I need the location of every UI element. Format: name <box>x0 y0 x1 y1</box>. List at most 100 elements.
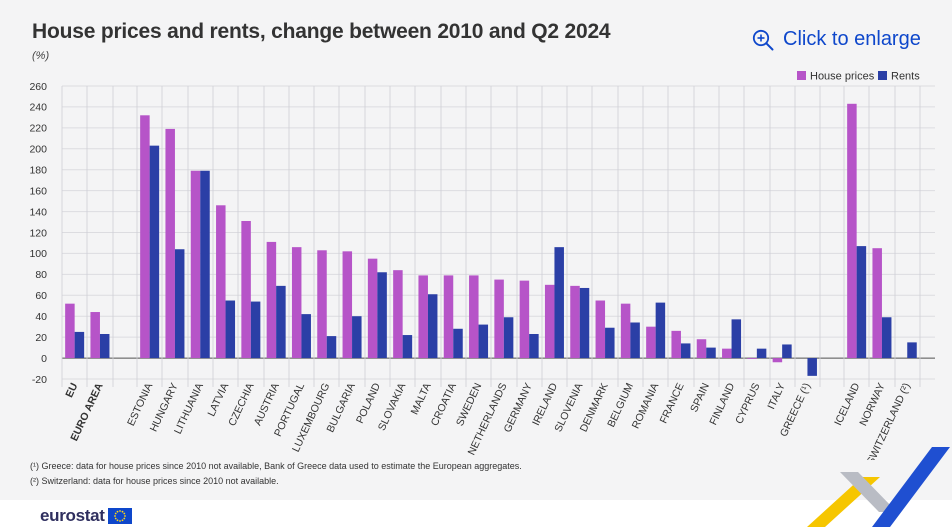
bar-house-prices-cyprus <box>747 358 757 359</box>
bar-house-prices-malta <box>418 275 428 359</box>
bar-house-prices-luxembourg <box>317 250 327 359</box>
legend-swatch-house-prices <box>797 71 806 80</box>
bar-house-prices-denmark <box>595 300 606 359</box>
decorative-corner-shape <box>807 447 950 527</box>
bar-rents-luxembourg <box>326 336 337 359</box>
bar-house-prices-austria <box>266 241 277 359</box>
bar-chart: House prices Rents -20 0 20 40 60 80 100 120 140… <box>29 71 935 460</box>
chart-title: House prices and rents, change between 2… <box>32 20 611 43</box>
bar-house-prices-sweden <box>469 275 479 359</box>
bar-house-prices-finland <box>722 348 732 359</box>
y-tick-label: 80 <box>35 269 47 281</box>
bar-rents-norway <box>881 317 892 359</box>
eu-flag-icon <box>107 508 132 524</box>
bar-rents-bulgaria <box>352 316 362 359</box>
bar-rents-finland <box>731 319 742 359</box>
bar-house-prices-netherlands <box>494 279 504 359</box>
bar-house-prices-hungary <box>165 128 175 359</box>
footnote-greece: (¹) Greece: data for house prices since … <box>30 461 522 471</box>
bar-house-prices-croatia <box>443 275 454 359</box>
bar-house-prices-czechia <box>241 220 251 359</box>
y-tick-label: 100 <box>29 248 47 260</box>
x-tick-label-italy: ITALY <box>765 381 788 411</box>
y-tick-label: 260 <box>29 81 47 93</box>
bar-rents-switzerland <box>907 342 917 359</box>
y-tick-label: 240 <box>29 102 47 114</box>
y-tick-label: 0 <box>41 353 47 365</box>
logo-text: eurostat <box>40 506 105 525</box>
y-tick-label: 200 <box>29 144 47 156</box>
bar-rents-euro-area <box>99 334 110 359</box>
bar-rents-iceland <box>856 246 867 359</box>
bar-house-prices-bulgaria <box>342 251 353 359</box>
bar-rents-romania <box>655 302 666 359</box>
eurostat-logo: eurostat <box>40 506 132 526</box>
y-tick-label: 120 <box>29 227 47 239</box>
bar-rents-slovenia <box>579 287 590 359</box>
legend-swatch-rents <box>878 71 887 80</box>
bar-rents-czechia <box>250 301 261 359</box>
y-tick-label: 220 <box>29 123 47 135</box>
x-tick-label-latvia: LATVIA <box>205 381 231 418</box>
x-tick-label-malta: MALTA <box>409 381 434 416</box>
bar-rents-latvia <box>225 300 236 359</box>
bar-rents-estonia <box>149 145 160 359</box>
x-tick-label-spain: SPAIN <box>688 381 712 414</box>
bar-house-prices-euro-area <box>90 312 100 359</box>
bar-house-prices-poland <box>367 258 378 359</box>
bar-house-prices-ireland <box>544 284 555 359</box>
bar-rents-netherlands <box>503 317 514 359</box>
bar-house-prices-italy <box>772 358 783 363</box>
bar-rents-denmark <box>605 327 615 359</box>
x-tick-label-france: FRANCE <box>658 381 687 425</box>
bar-house-prices-france <box>671 330 681 359</box>
bar-rents-malta <box>427 294 438 359</box>
y-tick-label: 140 <box>29 206 47 218</box>
x-tick-label-cyprus: CYPRUS <box>733 381 762 426</box>
y-tick-label: 20 <box>35 332 47 344</box>
click-to-enlarge-label[interactable]: Click to enlarge <box>783 28 921 50</box>
bar-rents-eu <box>74 331 85 359</box>
bar-rents-greece <box>807 358 817 376</box>
bar-rents-hungary <box>174 249 185 359</box>
legend-label-house-prices: House prices <box>810 71 875 83</box>
zoom-in-icon <box>752 29 774 50</box>
legend-label-rents: Rents <box>891 71 920 83</box>
bar-rents-croatia <box>453 328 463 359</box>
footnote-switzerland: (²) Switzerland: data for house prices s… <box>30 476 279 486</box>
y-tick-label: 160 <box>29 185 47 197</box>
x-tick-label-poland: POLAND <box>354 381 383 426</box>
click-to-enlarge-link[interactable]: Click to enlarge <box>752 28 921 51</box>
bar-rents-portugal <box>301 314 311 359</box>
chart-legend: House prices Rents <box>797 71 920 83</box>
bar-house-prices-lithuania <box>190 170 201 359</box>
bar-rents-slovakia <box>402 335 413 359</box>
bar-house-prices-germany <box>519 280 530 359</box>
bar-house-prices-slovenia <box>570 285 580 359</box>
bar-house-prices-belgium <box>620 303 631 359</box>
bar-rents-sweden <box>478 324 489 359</box>
bar-rents-germany <box>529 334 539 359</box>
bar-house-prices-iceland <box>847 103 857 359</box>
bar-rents-belgium <box>630 322 640 359</box>
y-tick-label: 180 <box>29 165 47 177</box>
bar-house-prices-slovakia <box>393 270 403 359</box>
bar-rents-spain <box>706 347 716 359</box>
bar-house-prices-latvia <box>216 205 226 359</box>
unit-label: (%) <box>32 50 50 62</box>
y-tick-label: 60 <box>35 290 47 302</box>
bar-rents-austria <box>276 285 286 359</box>
bar-house-prices-romania <box>646 326 656 359</box>
bar-rents-cyprus <box>756 348 767 359</box>
bar-house-prices-norway <box>872 248 882 359</box>
bar-house-prices-estonia <box>140 115 150 359</box>
y-tick-label: 40 <box>35 311 47 323</box>
bar-rents-france <box>680 343 691 359</box>
x-tick-label-eu: EU <box>63 381 80 399</box>
bar-house-prices-portugal <box>291 247 302 359</box>
bar-rents-ireland <box>554 247 564 359</box>
bar-house-prices-eu <box>65 303 75 359</box>
bar-house-prices-spain <box>696 339 707 359</box>
y-tick-label: -20 <box>32 374 47 386</box>
bar-rents-lithuania <box>200 170 210 359</box>
